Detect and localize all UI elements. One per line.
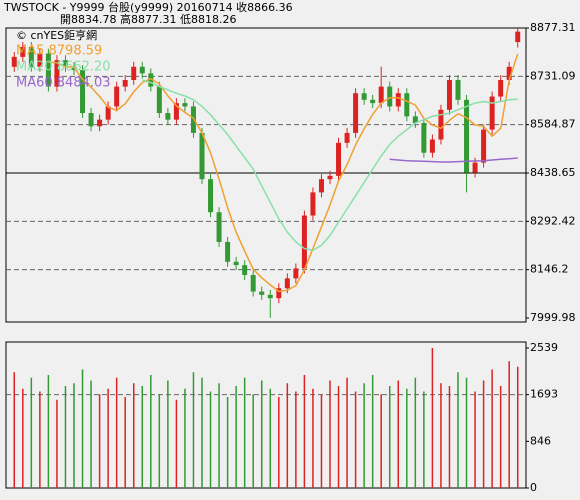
candle-body [498, 79, 504, 97]
ma-line [142, 79, 518, 251]
y-tick-label: 1693 [530, 388, 558, 401]
candle-body [259, 291, 265, 295]
candle-body [515, 31, 521, 43]
candle-body [464, 99, 470, 173]
candle-body [455, 79, 461, 100]
candle-body [165, 113, 171, 120]
candle-body [489, 96, 495, 130]
candle-body [472, 162, 478, 173]
candle-body [208, 179, 214, 213]
candle-body [327, 175, 333, 180]
candle-body [37, 53, 43, 67]
candle-body [233, 261, 239, 266]
candle-body [421, 122, 427, 153]
candle-body [446, 79, 452, 110]
candle-body [173, 103, 179, 120]
ma-line [389, 157, 518, 163]
candle-body [404, 93, 410, 117]
candle-body [80, 70, 86, 114]
candle-body [318, 179, 324, 193]
candle-body [378, 86, 384, 104]
legend-entry: MA60 8484.03 [16, 76, 111, 91]
ma-line [48, 53, 519, 293]
candle-body [105, 106, 111, 120]
y-tick-label: 8292.42 [530, 214, 576, 227]
candle-body [293, 268, 299, 279]
candle-body [370, 99, 376, 104]
candle-body [506, 66, 512, 80]
volume-frame [5, 341, 527, 489]
candle-body [284, 278, 290, 289]
candle-body [412, 116, 418, 123]
price-frame [5, 27, 527, 323]
candle-body [267, 294, 273, 299]
candle-body [216, 212, 222, 242]
price-panel: 8877.31 8731.09 8584.87 8438.65 8292.42 8146.… [6, 21, 576, 324]
candle-body [62, 60, 68, 67]
candle-body [11, 56, 17, 67]
candle-body [429, 139, 435, 153]
candle-body [336, 142, 342, 176]
legend-entry: MA20 8662.20 [16, 60, 111, 75]
y-tick-label: 7999.98 [530, 311, 576, 324]
y-tick-label: 0 [530, 481, 537, 494]
y-tick-label: 2539 [530, 341, 558, 354]
candle-body [387, 86, 393, 107]
candle-body [114, 86, 120, 107]
candle-body [139, 66, 145, 74]
candle-body [276, 288, 282, 299]
candle-body [250, 275, 256, 292]
candle-body [122, 79, 128, 87]
candle-body [242, 265, 248, 276]
candle-body [199, 132, 205, 180]
candle-body [361, 93, 367, 100]
candle-body [148, 73, 154, 87]
y-tick-label: 8877.31 [530, 21, 576, 34]
y-tick-label: 846 [530, 434, 551, 447]
candle-body [301, 215, 307, 269]
candle-body [97, 119, 103, 127]
credit: © cnYES鉅亨網 [16, 28, 97, 42]
candle-body [54, 60, 60, 87]
candle-body [28, 46, 34, 67]
y-tick-label: 8584.87 [530, 118, 576, 131]
candle-body [438, 109, 444, 140]
y-tick-label: 8146.2 [530, 263, 569, 276]
legend-entry: MA5 8798.59 [16, 44, 102, 59]
header-line2: 開8834.78 高8877.31 低8818.26 [60, 12, 236, 26]
header-line1: TWSTOCK - Y9999 台股(y9999) 20160714 收8866… [3, 0, 293, 14]
candle-body [20, 46, 26, 57]
candle-body [310, 192, 316, 216]
candle-body [131, 66, 137, 80]
y-tick-label: 8731.09 [530, 69, 576, 82]
candle-body [88, 113, 94, 127]
candle-body [182, 103, 188, 107]
candle-body [344, 132, 350, 143]
volume-panel: 2539 1693 846 0 [6, 341, 558, 494]
candle-body [481, 129, 487, 163]
candle-body [225, 241, 231, 262]
candle-body [353, 93, 359, 133]
candle-body [156, 86, 162, 114]
candle-body [45, 53, 51, 87]
y-tick-label: 8438.65 [530, 166, 576, 179]
candle-body [395, 93, 401, 107]
